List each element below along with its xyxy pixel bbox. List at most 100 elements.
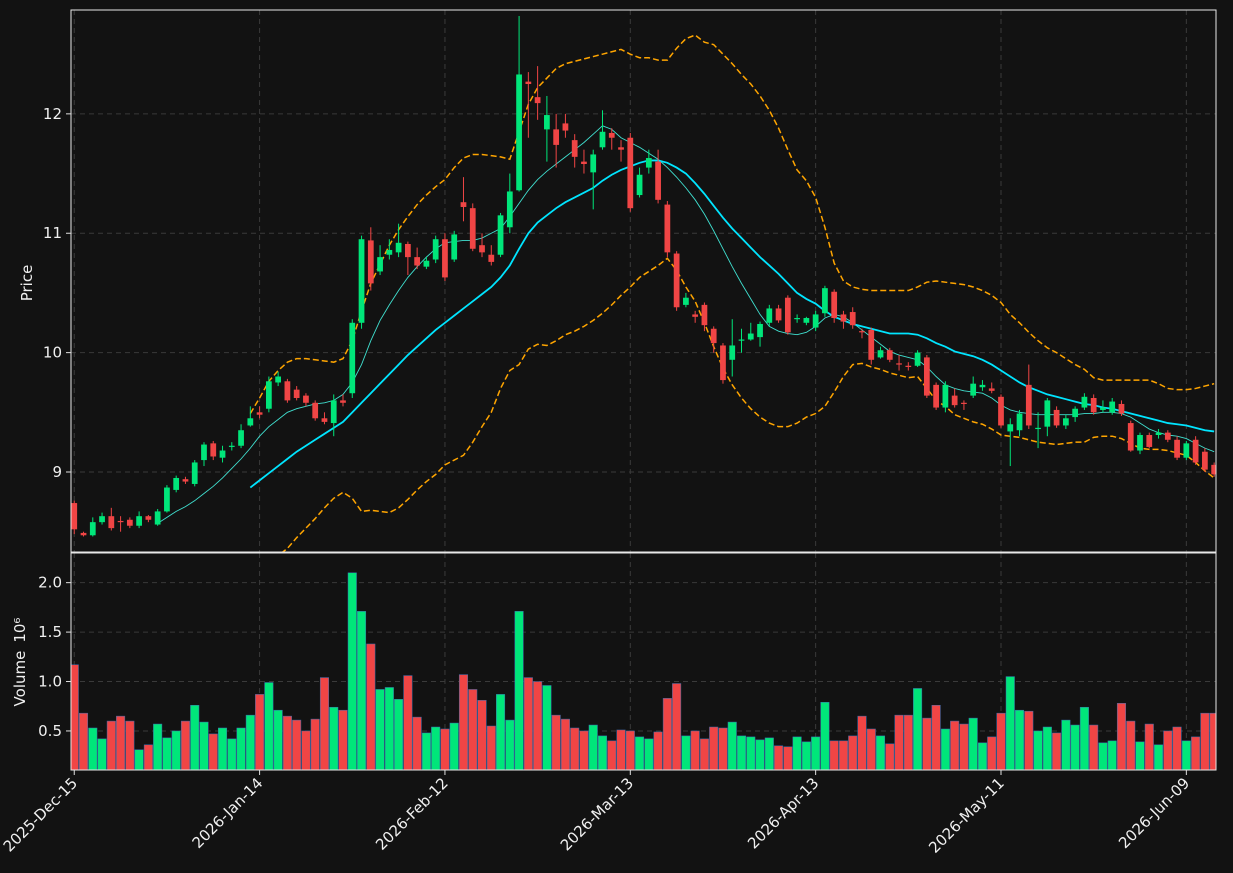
candle-body (784, 297, 791, 333)
volume-bar (709, 726, 719, 770)
candle-body (1035, 427, 1041, 430)
candle-body (1164, 432, 1171, 440)
candle-body (1100, 407, 1106, 410)
volume-bar (1126, 720, 1136, 770)
candle-body (330, 400, 337, 424)
candle-body (645, 158, 652, 168)
volume-bar (227, 738, 237, 770)
candle-body (803, 318, 810, 323)
volume-bar (866, 728, 876, 770)
volume-bar (727, 721, 737, 770)
candle-body (460, 202, 467, 207)
candle-body (516, 74, 522, 191)
volume-bar (792, 736, 802, 770)
volume-bar (811, 736, 821, 770)
volume-bar (968, 717, 978, 770)
candle-body (849, 312, 856, 326)
candle-body (1007, 424, 1014, 432)
volume-bar (255, 694, 265, 770)
candle-body (553, 129, 560, 145)
candle-body (321, 418, 328, 422)
candle-body (710, 328, 717, 344)
candle-body (89, 522, 96, 536)
candle-body (961, 402, 967, 404)
volume-bar (755, 739, 765, 770)
volume-bar (922, 717, 932, 770)
candle-body (896, 363, 902, 365)
volume-bar (134, 749, 144, 770)
volume-bar (857, 715, 867, 770)
volume-bar (496, 694, 506, 770)
volume-bar (625, 730, 635, 770)
volume-frame (70, 552, 1217, 771)
candle-body (738, 339, 745, 341)
volume-label: Volume (11, 651, 29, 707)
volume-bar (384, 687, 394, 770)
candle-body (581, 161, 587, 165)
candle-body (970, 383, 977, 396)
candle-body (1118, 403, 1125, 414)
candle-body (534, 97, 541, 104)
candle-body (247, 418, 254, 426)
volume-bar (940, 728, 950, 770)
volume-bar (245, 714, 255, 770)
volume-bar (301, 730, 311, 770)
candle-body (627, 137, 634, 209)
volume-bar (885, 743, 895, 770)
candle-body (312, 402, 319, 419)
candle-body (1025, 384, 1032, 426)
candle-body (544, 115, 550, 130)
price-panel (71, 10, 1216, 552)
candle-body (293, 389, 300, 398)
volume-bar (635, 736, 645, 770)
volume-bar (190, 704, 200, 770)
candle-body (831, 291, 838, 319)
volume-bar (78, 712, 89, 770)
candle-body (525, 81, 532, 85)
candle-body (1202, 451, 1208, 470)
volume-bar (1015, 709, 1025, 770)
volume-bar (486, 725, 496, 770)
volume-bar (607, 740, 617, 770)
volume-bar (876, 735, 886, 770)
volume-bar (1135, 741, 1145, 770)
volume-bar (977, 742, 987, 770)
candle-body (757, 323, 763, 338)
candle-body (1183, 443, 1190, 458)
volume-bar (431, 726, 441, 770)
volume-bar (931, 704, 941, 770)
candle-body (683, 297, 689, 305)
candle-body (414, 257, 421, 266)
volume-bar (542, 685, 552, 770)
candle-body (636, 174, 643, 196)
candle-body (812, 314, 819, 328)
volume-bar (208, 733, 218, 770)
volume-bar (1209, 712, 1216, 770)
volume-bar (746, 736, 756, 770)
candle-body (173, 477, 180, 490)
candle-body (590, 154, 597, 173)
candle-body (1137, 435, 1143, 451)
candle-body (303, 395, 309, 403)
candle-body (599, 131, 606, 148)
volume-bar (366, 643, 376, 770)
volume-bar (1163, 730, 1173, 770)
volume-bar (662, 698, 672, 770)
volume-bar (903, 714, 913, 770)
volume-bar (88, 727, 98, 770)
volume-bar (736, 735, 747, 770)
candle-body (377, 257, 383, 272)
y-axis-label: Price (18, 265, 36, 302)
candle-body (720, 345, 726, 381)
volume-bar (477, 700, 487, 770)
volume-bar (681, 735, 691, 770)
volume-bar (1089, 724, 1099, 770)
candle-body (108, 516, 115, 529)
volume-bar (153, 723, 163, 770)
candle-body (1174, 439, 1180, 458)
volume-bar (310, 718, 320, 770)
candle-body (942, 384, 949, 408)
volume-tick-label: 0.5 (38, 722, 62, 740)
candle-body (988, 388, 995, 391)
candle-body (405, 243, 411, 258)
